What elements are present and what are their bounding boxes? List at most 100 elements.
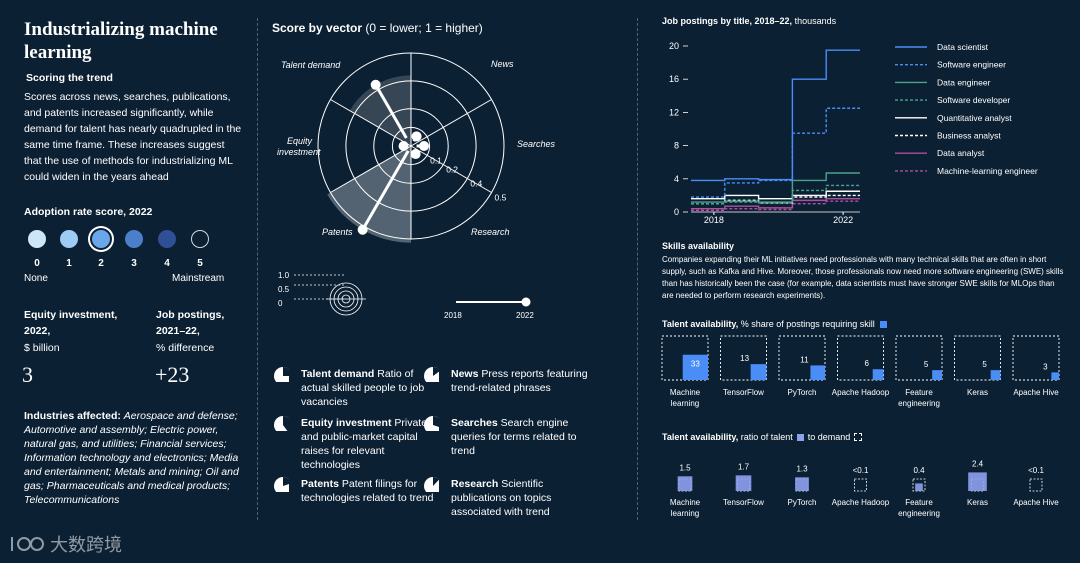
line-y-tick: 0 — [674, 207, 679, 217]
radar-plot: 0.1 0.2 0.4 0.5 Talent demand News Searches Res… — [277, 52, 556, 243]
radar-patents-wedge — [327, 146, 411, 243]
line-legend-label: Data scientist — [937, 42, 989, 52]
vector-definition: Research Scientific publications on topi… — [451, 477, 591, 519]
adoption-high-label: Mainstream — [172, 273, 225, 284]
share-bar — [872, 369, 884, 380]
adoption-circle-2-selected — [92, 230, 110, 248]
ratio-talent-square — [915, 483, 923, 491]
skills-heading: Skills availability — [662, 241, 735, 251]
adoption-circle-5 — [191, 230, 209, 248]
ratio-value-label: <0.1 — [1028, 466, 1044, 475]
radar-axis-label: Searches — [517, 139, 556, 149]
radar-axis-label: investment — [277, 147, 321, 157]
radar-heading-bold: Score by vector — [272, 21, 363, 35]
radar-axis — [330, 145, 412, 193]
ratio-value-label: 1.3 — [796, 464, 808, 473]
line-y-tick: 12 — [669, 107, 679, 117]
ratio-category-label: Keras — [967, 498, 988, 507]
ratio-demand-square — [854, 478, 867, 492]
share-frame — [1012, 335, 1060, 381]
line-legend-label: Data engineer — [937, 77, 991, 87]
line-chart-title: Job postings by title, 2018–22, — [662, 16, 793, 26]
share-value-label: 5 — [982, 360, 987, 369]
vector-term: Patents — [301, 478, 339, 490]
radar-heading-rest: (0 = lower; 1 = higher) — [365, 21, 483, 35]
ratio-heading-bold: Talent availability, — [662, 432, 739, 442]
line-chart-subtitle: thousands — [794, 16, 837, 26]
trend-text: Scores across news, searches, publicatio… — [24, 91, 242, 183]
share-frame — [778, 335, 826, 381]
radar-axis-label: Patents — [322, 227, 353, 237]
line-y-tick: 8 — [674, 141, 679, 151]
radar-ring-label: 0.1 — [430, 155, 442, 165]
radar-ring-label: 0.4 — [470, 179, 482, 189]
share-frame — [720, 335, 767, 381]
vector-description: Ratio of actual skilled people to job va… — [301, 368, 425, 408]
radar-2022-point — [357, 224, 368, 235]
radar-change-line — [361, 150, 410, 231]
watermark: 大数跨境 — [8, 531, 122, 557]
ratio-value-label: 1.5 — [679, 463, 691, 472]
watermark-logo-icon — [11, 537, 44, 551]
vector-pie-icon — [424, 477, 439, 492]
trend-heading: Scoring the trend — [26, 72, 113, 84]
equity-label-year: 2022, — [24, 325, 51, 337]
share-category-label: PyTorch — [787, 388, 817, 397]
adoption-num: 2 — [98, 258, 104, 269]
adoption-low-label: None — [24, 273, 48, 284]
share-bar — [682, 354, 708, 380]
ratio-value-label: 2.4 — [972, 459, 984, 468]
ratio-category-label: PyTorch — [787, 498, 817, 507]
vector-description: Search engine queries for terms related … — [451, 417, 577, 457]
adoption-circle-1 — [60, 230, 78, 248]
share-value-label: 11 — [800, 355, 809, 364]
share-value-label: 3 — [1043, 362, 1048, 371]
share-value-label: 6 — [864, 359, 869, 368]
share-value-label: 33 — [691, 360, 700, 369]
ratio-value-label: 1.7 — [738, 462, 750, 471]
year-start: 2018 — [444, 311, 462, 320]
vector-pie-icon — [274, 367, 289, 382]
share-frame — [954, 335, 1001, 381]
vector-description: Press reports featuring trend-related ph… — [451, 368, 588, 394]
ratio-talent-swatch — [796, 433, 804, 441]
watermark-text: 大数跨境 — [50, 535, 122, 555]
adoption-num: 4 — [164, 258, 170, 269]
radar-talent-wedge — [349, 75, 411, 146]
radar-chart: 0.1 0.2 0.4 0.5 Talent demand News Searches Res… — [277, 52, 556, 243]
adoption-circle-3 — [125, 230, 143, 248]
share-legend-swatch — [879, 320, 887, 328]
vector-definition: Equity investment Private- and public-ma… — [301, 416, 441, 472]
radar-heading: Score by vector (0 = lower; 1 = higher) — [272, 21, 483, 35]
skills-text: Companies expanding their ML initiatives… — [662, 255, 1064, 300]
ratio-value-label: <0.1 — [853, 466, 869, 475]
line-legend-label: Machine-learning engineer — [937, 166, 1038, 176]
radar-axis-label: Research — [471, 227, 510, 237]
line-series — [691, 184, 860, 205]
share-value-label: 5 — [924, 360, 929, 369]
line-legend-label: Business analyst — [937, 131, 1001, 141]
radar-scale-legend — [294, 274, 366, 316]
radar-axis-label: Talent demand — [281, 60, 341, 70]
jobs-unit: % difference — [156, 342, 215, 354]
adoption-num: 1 — [66, 258, 72, 269]
jobs-value: +23 — [155, 362, 190, 387]
ratio-value-label: 0.4 — [913, 466, 925, 475]
share-bar — [750, 364, 767, 380]
line-chart-heading: Job postings by title, 2018–22, thousand… — [662, 16, 836, 26]
line-series — [691, 49, 860, 182]
adoption-heading: Adoption rate score, 2022 — [24, 206, 153, 218]
line-series — [691, 200, 860, 212]
mini-tick: 0 — [278, 299, 283, 308]
line-y-tick: 16 — [669, 74, 679, 84]
radar-axis-label: Equity — [287, 136, 313, 146]
vector-description: Patent filings for technologies related … — [301, 478, 434, 504]
line-series — [691, 198, 860, 210]
share-frame — [837, 335, 884, 381]
share-heading-rest: % share of postings requiring skill — [740, 319, 875, 329]
adoption-num: 3 — [131, 258, 137, 269]
line-x-tick: 2022 — [833, 215, 853, 225]
ratio-talent-square — [968, 472, 987, 491]
vector-definition: News Press reports featuring trend-relat… — [451, 367, 591, 395]
equity-unit: $ billion — [24, 342, 60, 354]
